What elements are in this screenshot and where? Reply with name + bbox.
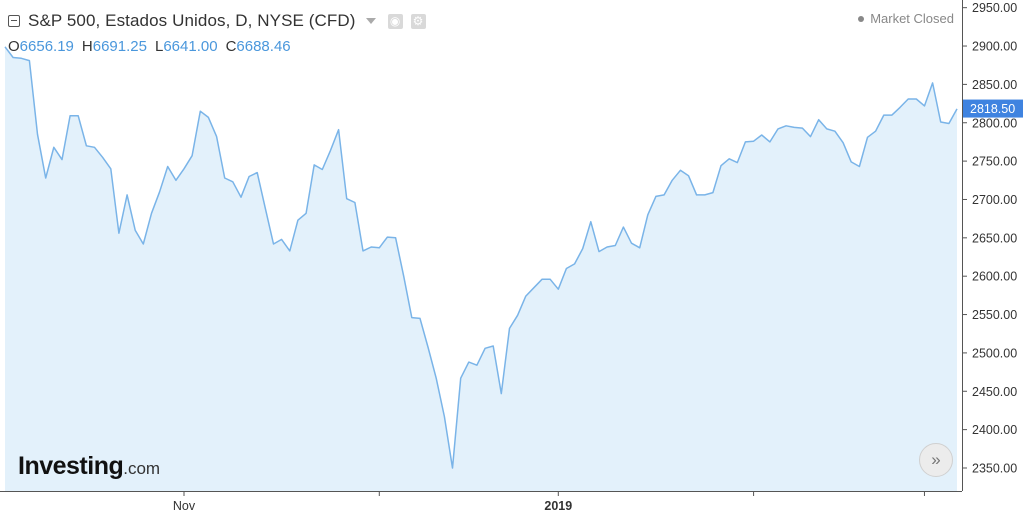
y-tick-label: 2550.00 — [972, 308, 1017, 322]
last-price-label: 2818.50 — [970, 102, 1015, 116]
market-status-label: Market Closed — [870, 11, 954, 26]
y-tick-label: 2850.00 — [972, 78, 1017, 92]
x-tick-label: Nov — [173, 499, 196, 513]
ohlc-high: H6691.25 — [81, 38, 147, 55]
y-tick-label: 2400.00 — [972, 423, 1017, 437]
y-tick-label: 2600.00 — [972, 270, 1017, 284]
investing-logo: Investing.com — [18, 452, 161, 480]
series-area — [5, 46, 957, 492]
double-chevron-right-icon: » — [931, 450, 941, 469]
ohlc-readout: O6656.19 H6691.25 L6641.00 C6688.46 — [8, 38, 291, 55]
y-tick-label: 2900.00 — [972, 40, 1017, 54]
last-price-tag — [963, 99, 1023, 118]
y-tick-label: 2750.00 — [972, 155, 1017, 169]
chevron-down-icon[interactable] — [365, 18, 376, 24]
series-line — [4, 46, 958, 469]
market-status: Market Closed — [858, 11, 954, 26]
visibility-icon[interactable]: ◉ — [387, 13, 403, 29]
ohlc-close: C6688.46 — [225, 38, 291, 55]
y-tick-label: 2450.00 — [972, 385, 1017, 399]
status-dot-icon — [858, 15, 865, 22]
ohlc-open: O6656.19 — [8, 38, 74, 55]
y-tick-label: 2650.00 — [972, 231, 1017, 245]
y-tick-label: 2800.00 — [972, 116, 1017, 130]
x-tick-label: 2019 — [544, 499, 572, 513]
chart-title: S&P 500, Estados Unidos, D, NYSE (CFD) — [28, 11, 356, 30]
collapse-icon[interactable] — [8, 15, 20, 27]
scroll-to-realtime-button[interactable]: » — [919, 443, 953, 477]
y-tick-label: 2350.00 — [972, 461, 1017, 475]
gear-icon[interactable]: ⚙ — [410, 13, 426, 29]
chart-header: S&P 500, Estados Unidos, D, NYSE (CFD) ◉… — [8, 8, 426, 34]
ohlc-low: L6641.00 — [154, 38, 218, 55]
y-tick-label: 2700.00 — [972, 193, 1017, 207]
y-tick-label: 2500.00 — [972, 346, 1017, 360]
y-tick-label: 2950.00 — [972, 1, 1017, 15]
